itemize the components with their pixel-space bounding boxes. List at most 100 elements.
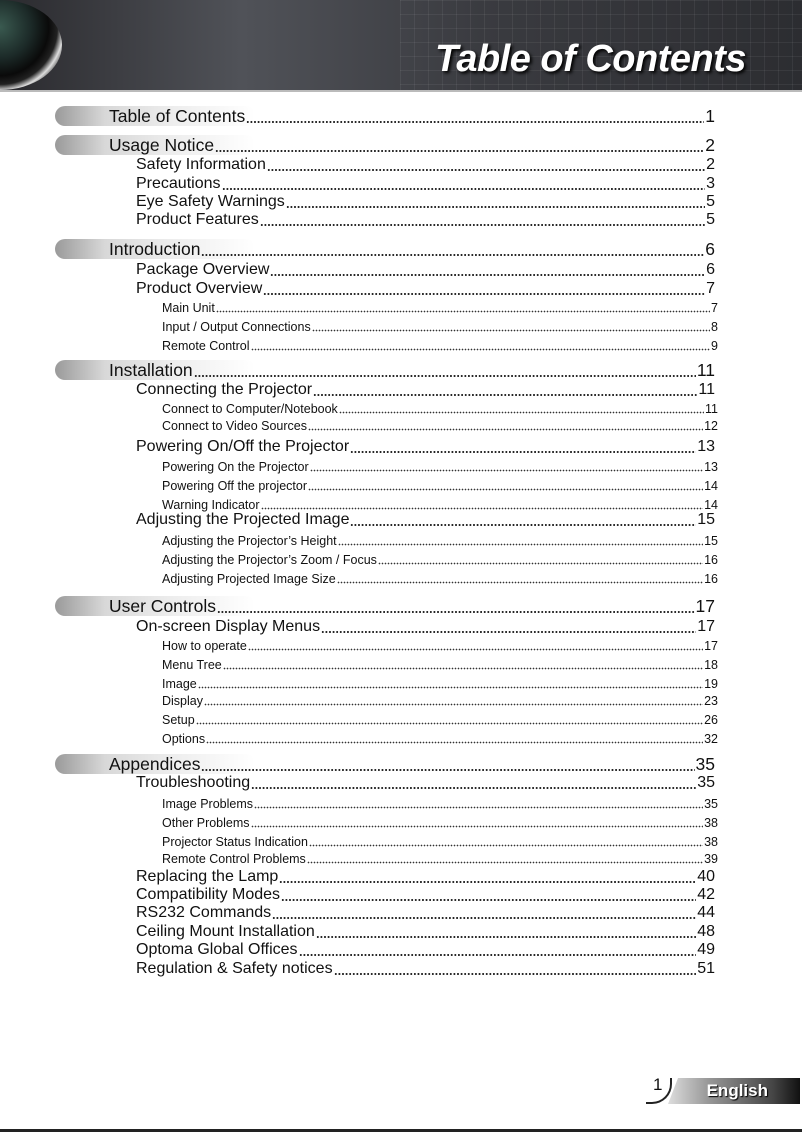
toc-entry-level-2[interactable]: Product Overview 7	[136, 280, 715, 299]
toc-entry-level-2[interactable]: Replacing the Lamp 40	[136, 868, 715, 887]
toc-entry-level-2[interactable]: Adjusting the Projected Image 15	[136, 511, 715, 530]
toc-entry-level-3[interactable]: Image Problems 35	[162, 796, 718, 811]
dot-leader	[222, 657, 704, 672]
toc-entry-title: Warning Indicator	[162, 497, 260, 512]
toc-entry-page: 16	[704, 571, 718, 586]
toc-entry-title: Regulation & Safety notices	[136, 960, 333, 978]
toc-entry-title: Installation	[109, 359, 193, 380]
dot-leader	[215, 134, 705, 156]
toc-entry-page: 11	[705, 401, 718, 416]
toc-entry-level-2[interactable]: Troubleshooting 35	[136, 774, 715, 793]
dot-leader	[260, 497, 704, 512]
dot-leader	[270, 261, 706, 280]
toc-entry-page: 32	[704, 731, 718, 746]
toc-entry-level-3[interactable]: Projector Status Indication 38	[162, 834, 718, 849]
toc-entry-page: 17	[697, 618, 715, 636]
toc-entry-level-3[interactable]: Display 23	[162, 693, 718, 708]
toc-entry-title: Input / Output Connections	[162, 319, 311, 334]
toc-entry-level-3[interactable]: Setup 26	[162, 712, 718, 727]
dot-leader	[201, 238, 705, 260]
toc-entry-level-1[interactable]: Introduction 6	[109, 238, 715, 260]
toc-entry-page: 5	[706, 211, 715, 229]
toc-entry-title: Connect to Video Sources	[162, 418, 308, 433]
toc-entry-level-2[interactable]: Optoma Global Offices 49	[136, 941, 715, 960]
toc-entry-level-3[interactable]: Connect to Video Sources 12	[162, 418, 718, 433]
toc-entry-title: RS232 Commands	[136, 904, 272, 922]
toc-entry-level-1[interactable]: Installation 11	[109, 359, 715, 381]
toc-entry-level-2[interactable]: Connecting the Projector 11	[136, 381, 715, 400]
toc-entry-level-3[interactable]: Other Problems 38	[162, 815, 718, 830]
toc-entry-page: 14	[704, 497, 718, 512]
dot-leader	[309, 459, 704, 474]
toc-entry-level-3[interactable]: Adjusting the Projector’s Height 15	[162, 533, 718, 548]
toc-entry-level-3[interactable]: Powering On the Projector 13	[162, 459, 718, 474]
toc-entry-level-2[interactable]: Ceiling Mount Installation 48	[136, 923, 715, 942]
toc-entry-page: 17	[704, 638, 718, 653]
toc-entry-level-3[interactable]: Input / Output Connections 8	[162, 319, 718, 334]
page-header-banner: Table of Contents	[0, 0, 802, 92]
toc-entry-level-2[interactable]: Package Overview 6	[136, 261, 715, 280]
toc-entry-level-2[interactable]: Eye Safety Warnings 5	[136, 193, 715, 212]
dot-leader	[250, 815, 704, 830]
page-title: Table of Contents	[435, 38, 746, 80]
dot-leader	[263, 280, 706, 299]
toc-entry-level-3[interactable]: Menu Tree 18	[162, 657, 718, 672]
toc-entry-level-3[interactable]: Powering Off the projector 14	[162, 478, 718, 493]
dot-leader	[206, 731, 704, 746]
dot-leader	[337, 533, 704, 548]
toc-entry-level-1[interactable]: Appendices 35	[109, 753, 715, 775]
toc-entry-page: 35	[695, 753, 715, 774]
toc-entry-page: 15	[697, 511, 715, 529]
dot-leader	[201, 753, 695, 775]
toc-entry-level-3[interactable]: Remote Control Problems 39	[162, 851, 718, 866]
toc-entry-level-2[interactable]: Product Features 5	[136, 211, 715, 230]
toc-entry-level-3[interactable]: Adjusting Projected Image Size 16	[162, 571, 718, 586]
toc-entry-level-2[interactable]: Precautions 3	[136, 175, 715, 194]
toc-entry-level-3[interactable]: How to operate 17	[162, 638, 718, 653]
toc-entry-title: Projector Status Indication	[162, 834, 308, 849]
toc-entry-title: Powering On the Projector	[162, 459, 309, 474]
toc-entry-title: Image	[162, 676, 197, 691]
toc-entry-page: 26	[704, 712, 718, 727]
dot-leader	[254, 796, 704, 811]
dot-leader	[285, 193, 706, 212]
section-pill-marker	[55, 135, 255, 155]
toc-entry-level-3[interactable]: Image 19	[162, 676, 718, 691]
toc-entry-title: Powering Off the projector	[162, 478, 307, 493]
toc-entry-title: Appendices	[109, 753, 201, 774]
toc-entry-page: 11	[696, 359, 715, 380]
toc-entry-level-3[interactable]: Options 32	[162, 731, 718, 746]
toc-entry-level-2[interactable]: Regulation & Safety notices 51	[136, 960, 715, 979]
dot-leader	[246, 105, 705, 127]
toc-entry-page: 19	[704, 676, 718, 691]
footer-language-tab: English	[668, 1078, 800, 1104]
toc-entry-level-3[interactable]: Connect to Computer/Notebook 11	[162, 401, 718, 416]
toc-entry-level-2[interactable]: Safety Information 2	[136, 156, 715, 175]
toc-entry-title: User Controls	[109, 595, 216, 616]
toc-entry-level-2[interactable]: Powering On/Off the Projector 13	[136, 438, 715, 457]
toc-entry-level-1[interactable]: Table of Contents 1	[109, 105, 715, 127]
toc-entry-title: Connect to Computer/Notebook	[162, 401, 338, 416]
toc-entry-level-2[interactable]: RS232 Commands 44	[136, 904, 715, 923]
dot-leader	[251, 774, 697, 793]
toc-entry-level-3[interactable]: Adjusting the Projector’s Zoom / Focus 16	[162, 552, 718, 567]
toc-entry-title: Main Unit	[162, 300, 215, 315]
toc-entry-level-3[interactable]: Main Unit 7	[162, 300, 718, 315]
toc-entry-level-3[interactable]: Warning Indicator 14	[162, 497, 718, 512]
toc-entry-page: 35	[704, 796, 718, 811]
toc-entry-page: 13	[697, 438, 715, 456]
toc-entry-page: 13	[704, 459, 718, 474]
toc-entry-level-2[interactable]: On-screen Display Menus 17	[136, 618, 715, 637]
toc-entry-page: 35	[697, 774, 715, 792]
toc-entry-title: Remote Control	[162, 338, 250, 353]
toc-entry-level-2[interactable]: Compatibility Modes 42	[136, 886, 715, 905]
toc-entry-level-3[interactable]: Remote Control 9	[162, 338, 718, 353]
dot-leader	[350, 511, 697, 530]
projector-lens-image	[0, 0, 62, 90]
toc-entry-title: Adjusting the Projected Image	[136, 511, 350, 529]
toc-entry-title: Options	[162, 731, 206, 746]
toc-entry-title: How to operate	[162, 638, 247, 653]
toc-entry-title: Optoma Global Offices	[136, 941, 298, 959]
toc-entry-level-1[interactable]: Usage Notice 2	[109, 134, 715, 156]
toc-entry-level-1[interactable]: User Controls 17	[109, 595, 715, 617]
